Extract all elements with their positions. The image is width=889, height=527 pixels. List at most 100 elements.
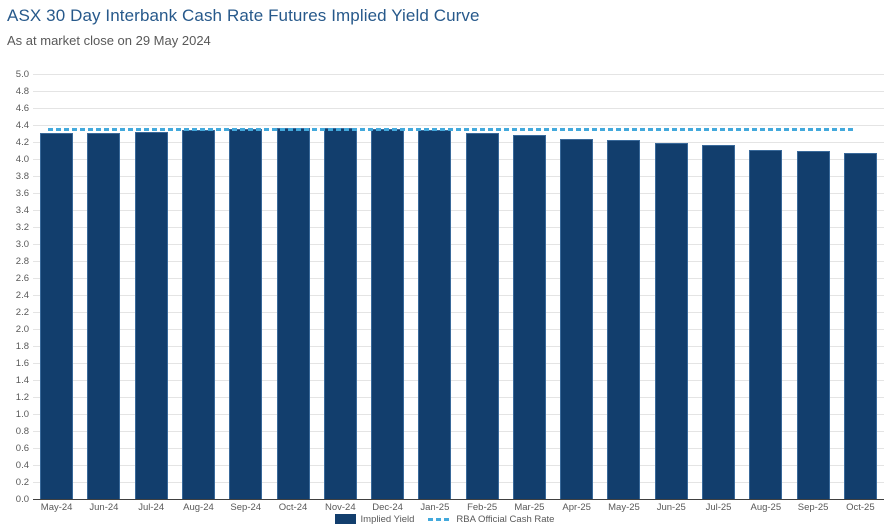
x-tick-label: Sep-25 — [797, 502, 829, 513]
x-tick-label: Mar-25 — [514, 502, 545, 513]
bar-may-24 — [40, 132, 74, 499]
gridline — [33, 397, 884, 398]
y-tick-label: 0.8 — [15, 425, 29, 437]
gridline — [33, 142, 884, 143]
bar-jun-24 — [87, 132, 121, 499]
y-tick-label: 5.0 — [15, 68, 29, 80]
y-tick-label: 0.0 — [15, 493, 29, 505]
gridline — [33, 295, 884, 296]
bar-feb-25 — [465, 132, 499, 499]
bar-jul-25 — [702, 145, 736, 499]
gridline — [33, 465, 884, 466]
legend-implied-yield-label: Implied Yield — [360, 513, 415, 525]
gridline — [33, 346, 884, 347]
gridline — [33, 414, 884, 415]
bar-may-25 — [607, 140, 641, 499]
y-tick-label: 4.6 — [15, 102, 29, 114]
cash-rate-dash-swatch-icon — [428, 517, 452, 521]
y-tick-label: 1.6 — [15, 357, 29, 369]
y-tick-label: 4.4 — [15, 119, 29, 131]
x-tick-label: Jul-24 — [138, 502, 165, 513]
x-tick-label: Aug-24 — [183, 502, 214, 513]
x-tick-label: Jan-25 — [420, 502, 450, 513]
gridline — [33, 108, 884, 109]
y-tick-label: 2.8 — [15, 255, 29, 267]
bar-jun-25 — [654, 142, 688, 499]
gridline — [33, 244, 884, 245]
x-axis: May-24 Jun-24 Jul-24 Aug-24 Sep-24 Oct-24 Nov-… — [33, 502, 884, 515]
x-tick-label: Sep-24 — [230, 502, 262, 513]
legend-item-implied-yield: Implied Yield — [334, 513, 415, 525]
x-tick-label: Jun-24 — [89, 502, 119, 513]
gridline — [33, 91, 884, 92]
y-tick-label: 1.8 — [15, 340, 29, 352]
gridline — [33, 312, 884, 313]
gridline — [33, 125, 884, 126]
bar-dec-24 — [371, 129, 405, 499]
gridline — [33, 210, 884, 211]
gridline — [33, 278, 884, 279]
bar-sep-25 — [796, 150, 830, 499]
x-tick-label: Jul-25 — [705, 502, 732, 513]
rba-cash-rate-line — [48, 128, 853, 132]
x-tick-label: Dec-24 — [372, 502, 403, 513]
page-subtitle: As at market close on 29 May 2024 — [7, 33, 211, 48]
gridline — [33, 329, 884, 330]
x-tick-label: Aug-25 — [750, 502, 782, 513]
bar-oct-24 — [276, 127, 310, 499]
gridline — [33, 193, 884, 194]
bar-oct-25 — [843, 153, 877, 499]
bar-apr-25 — [560, 138, 594, 499]
plot-area — [33, 74, 884, 500]
legend-item-cash-rate: RBA Official Cash Rate — [428, 514, 554, 525]
gridline — [33, 380, 884, 381]
gridline — [33, 482, 884, 483]
bar-nov-24 — [323, 128, 357, 499]
x-tick-label: Apr-25 — [562, 502, 591, 513]
gridline — [33, 74, 884, 75]
bar-jan-25 — [418, 130, 452, 499]
bar-aug-25 — [749, 149, 783, 499]
bar-jul-24 — [134, 131, 168, 499]
x-tick-label: Nov-24 — [324, 502, 356, 513]
y-tick-label: 4.2 — [15, 136, 29, 148]
y-axis: 0.0 0.2 0.4 0.6 0.8 1.0 1.2 1.4 1.6 1.8 2.0 2.2 2.4 2… — [0, 69, 29, 505]
gridline — [33, 176, 884, 177]
x-tick-label: Oct-24 — [278, 502, 308, 513]
gridline — [33, 363, 884, 364]
legend-cash-rate-label: RBA Official Cash Rate — [456, 513, 555, 525]
x-tick-label: Jun-25 — [656, 502, 686, 513]
implied-yield-swatch-icon — [334, 514, 356, 524]
y-tick-label: 1.0 — [15, 408, 29, 420]
y-tick-label: 2.0 — [15, 323, 29, 335]
page-title: ASX 30 Day Interbank Cash Rate Futures I… — [7, 6, 480, 25]
bar-aug-24 — [181, 130, 215, 499]
y-tick-label: 0.4 — [15, 459, 29, 471]
bar-mar-25 — [512, 135, 546, 499]
y-tick-label: 2.6 — [15, 272, 29, 284]
y-tick-label: 4.8 — [15, 85, 29, 97]
y-tick-label: 3.4 — [15, 204, 29, 216]
y-tick-label: 0.6 — [15, 442, 29, 454]
gridline — [33, 431, 884, 432]
y-tick-label: 3.6 — [15, 187, 29, 199]
x-tick-label: Feb-25 — [467, 502, 498, 513]
x-tick-label: May-25 — [608, 502, 640, 513]
legend: Implied Yield RBA Official Cash Rate — [0, 512, 889, 526]
y-tick-label: 3.2 — [15, 221, 29, 233]
gridline — [33, 227, 884, 228]
y-tick-label: 3.0 — [15, 238, 29, 250]
x-tick-label: May-24 — [40, 502, 73, 513]
y-tick-label: 0.2 — [15, 476, 29, 488]
y-tick-label: 2.4 — [15, 289, 29, 301]
x-tick-label: Oct-25 — [846, 502, 875, 513]
y-tick-label: 2.2 — [15, 306, 29, 318]
bar-sep-24 — [229, 129, 263, 499]
y-tick-label: 4.0 — [15, 153, 29, 165]
y-tick-label: 1.4 — [15, 374, 29, 386]
y-tick-label: 1.2 — [15, 391, 29, 403]
gridline — [33, 261, 884, 262]
y-tick-label: 3.8 — [15, 170, 29, 182]
gridline — [33, 448, 884, 449]
